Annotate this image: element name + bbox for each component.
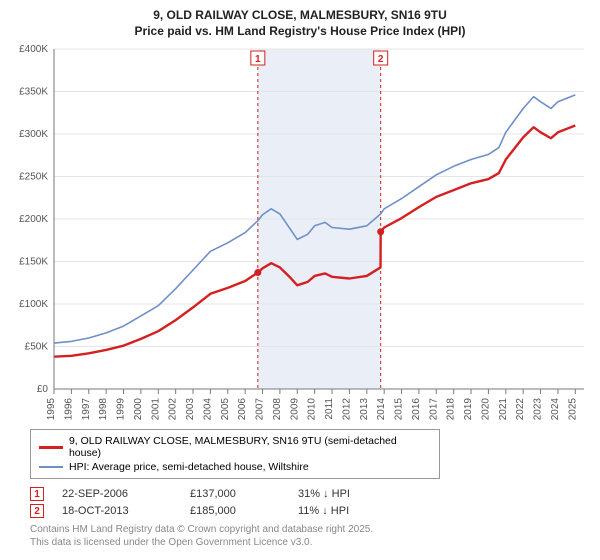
legend-swatch-property xyxy=(39,446,63,449)
sale-marker-icon: 1 xyxy=(30,487,44,501)
legend-label-hpi: HPI: Average price, semi-detached house,… xyxy=(69,461,309,473)
x-tick-label: 2010 xyxy=(307,398,318,421)
chart-svg: £0 £50K £100K £150K £200K £250K £300K £350K £400… xyxy=(10,43,590,423)
x-tick-label: 2007 xyxy=(255,398,266,421)
y-tick-label: £150K xyxy=(19,257,48,268)
sale-point xyxy=(254,269,261,276)
x-tick-label: 2019 xyxy=(463,398,474,421)
legend-row-property: 9, OLD RAILWAY CLOSE, MALMESBURY, SN16 9… xyxy=(39,434,431,460)
x-tick-label: 2004 xyxy=(202,398,213,421)
x-tick-label: 2022 xyxy=(515,398,526,421)
x-tick-label: 2012 xyxy=(341,398,352,421)
x-tick-label: 1999 xyxy=(116,398,127,421)
legend: 9, OLD RAILWAY CLOSE, MALMESBURY, SN16 9… xyxy=(30,429,440,479)
price-chart: £0 £50K £100K £150K £200K £250K £300K £350K £400… xyxy=(10,43,590,423)
x-tick-label: 2005 xyxy=(220,398,231,421)
y-tick-label: £50K xyxy=(25,342,49,353)
sale-marker-icon: 2 xyxy=(30,504,44,518)
sale-row: 2 18-OCT-2013 £185,000 11% ↓ HPI xyxy=(30,504,590,518)
y-tick-label: £350K xyxy=(19,87,48,98)
sale-price: £137,000 xyxy=(190,488,280,500)
x-tick-label: 2002 xyxy=(168,398,179,421)
x-tick-label: 2021 xyxy=(498,398,509,421)
sale-marker-num: 2 xyxy=(378,54,384,65)
sales-block: 1 22-SEP-2006 £137,000 31% ↓ HPI 2 18-OCT-201… xyxy=(10,487,590,518)
x-tick-label: 1996 xyxy=(63,398,74,421)
x-tick-label: 2009 xyxy=(289,398,300,421)
title-line-1: 9, OLD RAILWAY CLOSE, MALMESBURY, SN16 9… xyxy=(10,8,590,24)
x-tick-label: 2001 xyxy=(150,398,161,421)
y-tick-label: £200K xyxy=(19,214,48,225)
legend-swatch-hpi xyxy=(39,466,63,469)
x-tick-label: 2016 xyxy=(411,398,422,421)
y-tick-label: £0 xyxy=(37,384,49,395)
x-tick-label: 1995 xyxy=(46,398,57,421)
chart-title: 9, OLD RAILWAY CLOSE, MALMESBURY, SN16 9… xyxy=(10,8,590,39)
sale-date: 22-SEP-2006 xyxy=(62,488,172,500)
x-tick-label: 2013 xyxy=(359,398,370,421)
y-tick-label: £300K xyxy=(19,129,48,140)
page-root: 9, OLD RAILWAY CLOSE, MALMESBURY, SN16 9… xyxy=(0,0,600,557)
sale-marker-num: 1 xyxy=(255,54,261,65)
x-tick-label: 2000 xyxy=(133,398,144,421)
x-tick-label: 2018 xyxy=(446,398,457,421)
footnote: Contains HM Land Registry data © Crown c… xyxy=(30,524,590,549)
footnote-line-1: Contains HM Land Registry data © Crown c… xyxy=(30,524,590,537)
footnote-line-2: This data is licensed under the Open Gov… xyxy=(30,537,590,550)
x-tick-label: 2008 xyxy=(272,398,283,421)
sale-row: 1 22-SEP-2006 £137,000 31% ↓ HPI xyxy=(30,487,590,501)
y-tick-label: £400K xyxy=(19,44,48,55)
x-tick-label: 2014 xyxy=(376,398,387,421)
sale-delta: 31% ↓ HPI xyxy=(298,488,350,500)
legend-row-hpi: HPI: Average price, semi-detached house,… xyxy=(39,460,431,474)
y-tick-label: £250K xyxy=(19,172,48,183)
x-tick-label: 2011 xyxy=(324,398,335,420)
sale-delta: 11% ↓ HPI xyxy=(298,505,349,517)
x-tick-label: 1997 xyxy=(81,398,92,421)
x-tick-label: 2025 xyxy=(567,398,578,421)
sale-point xyxy=(377,228,384,235)
y-tick-label: £100K xyxy=(19,299,48,310)
x-tick-label: 2020 xyxy=(480,398,491,421)
x-tick-label: 2017 xyxy=(428,398,439,421)
x-tick-label: 1998 xyxy=(98,398,109,421)
legend-label-property: 9, OLD RAILWAY CLOSE, MALMESBURY, SN16 9… xyxy=(69,435,431,459)
x-tick-label: 2006 xyxy=(237,398,248,421)
sale-price: £185,000 xyxy=(190,505,280,517)
sale-date: 18-OCT-2013 xyxy=(62,505,172,517)
title-line-2: Price paid vs. HM Land Registry's House … xyxy=(10,24,590,40)
x-tick-label: 2015 xyxy=(394,398,405,421)
x-tick-label: 2003 xyxy=(185,398,196,421)
x-tick-label: 2023 xyxy=(533,398,544,421)
x-tick-label: 2024 xyxy=(550,398,561,421)
